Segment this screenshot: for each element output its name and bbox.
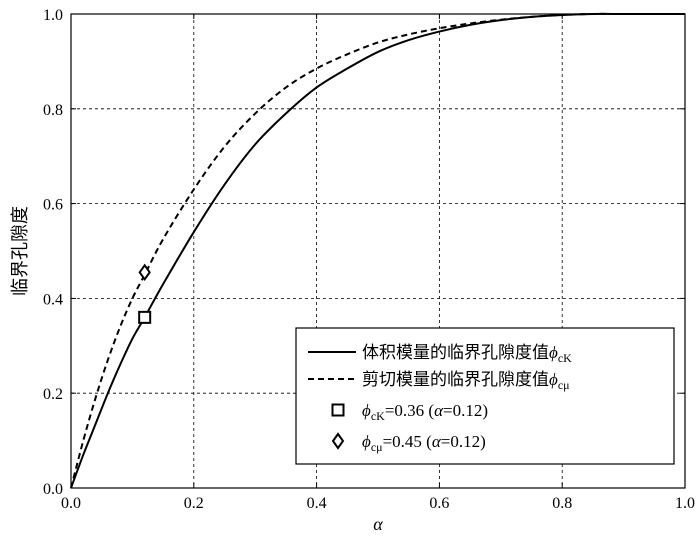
y-tick-label: 0.2 bbox=[43, 386, 63, 403]
legend-label-square: ϕcK=0.36 (α=0.12) bbox=[362, 401, 488, 423]
y-tick-label: 1.0 bbox=[43, 7, 63, 24]
plot-frame bbox=[70, 13, 686, 489]
ticks: 0.0 0.2 0.4 0.6 0.8 1.0 0.0 0.2 0.4 0.6 0.8 1.0 bbox=[43, 7, 695, 512]
legend-marker-diamond bbox=[331, 432, 345, 450]
y-axis-label: 临界孔隙度 bbox=[10, 206, 30, 296]
x-axis-label: α bbox=[373, 514, 383, 534]
y-tick-label: 0.6 bbox=[43, 197, 63, 214]
legend: 体积模量的临界孔隙度值ϕcK 剪切模量的临界孔隙度值ϕcμ ϕcK=0.36 (α=… bbox=[295, 327, 675, 465]
markers bbox=[138, 263, 152, 324]
marker-square bbox=[138, 310, 152, 324]
legend-label-diamond: ϕcμ=0.45 (α=0.12) bbox=[362, 432, 486, 454]
y-tick-label: 0.8 bbox=[43, 102, 63, 119]
y-tick-label: 0.0 bbox=[43, 481, 63, 498]
x-tick-label: 0.8 bbox=[552, 495, 572, 512]
legend-box bbox=[295, 327, 675, 465]
y-tick-label: 0.4 bbox=[43, 291, 63, 308]
marker-diamond bbox=[138, 263, 151, 282]
x-tick-label: 1.0 bbox=[675, 495, 695, 512]
legend-marker-square bbox=[331, 403, 345, 417]
x-tick-label: 0.2 bbox=[184, 495, 204, 512]
x-tick-label: 0.0 bbox=[61, 495, 81, 512]
legend-label-bulk: 体积模量的临界孔隙度值ϕcK bbox=[362, 343, 572, 365]
x-tick-label: 0.4 bbox=[307, 495, 327, 512]
x-tick-label: 0.6 bbox=[429, 495, 449, 512]
legend-label-shear: 剪切模量的临界孔隙度值ϕcμ bbox=[362, 370, 570, 392]
